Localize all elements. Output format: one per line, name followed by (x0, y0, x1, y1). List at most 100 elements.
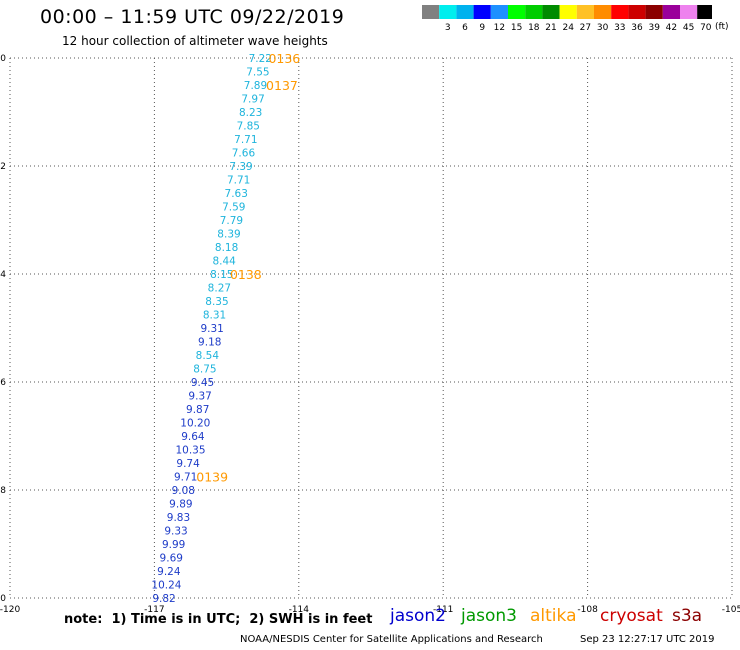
x-tick-label: -105 (722, 605, 740, 615)
legend-jason3: jason3 (461, 606, 517, 626)
color-scale-bin (697, 5, 712, 19)
wave-height-label: 9.99 (162, 539, 185, 551)
wave-height-label: 9.08 (172, 485, 195, 497)
color-scale-label: 18 (528, 23, 540, 33)
wave-height-label: 7.97 (241, 94, 264, 106)
color-scale-label: 21 (545, 23, 556, 33)
wave-height-label: 9.31 (200, 323, 223, 335)
x-tick-label: -111 (433, 605, 453, 615)
color-scale-bin (473, 5, 491, 19)
color-scale-label: 9 (479, 23, 485, 33)
color-scale-bin (542, 5, 560, 19)
wave-height-label: 10.20 (180, 418, 210, 430)
x-tick-label: -117 (144, 605, 164, 615)
legend-jason2: jason2 (390, 606, 446, 626)
wave-height-label: 7.59 (222, 202, 245, 214)
wave-height-label: 10.35 (175, 445, 205, 457)
color-scale-bin (611, 5, 629, 19)
x-tick-label: -114 (289, 605, 310, 615)
x-tick-label: -108 (577, 605, 598, 615)
wave-height-label: 7.71 (234, 134, 257, 146)
color-scale-bin (559, 5, 577, 19)
wave-height-label: 9.18 (198, 337, 221, 349)
footer-note: note: 1) Time is in UTC; 2) SWH is in fe… (64, 612, 373, 627)
wave-height-label: 9.45 (191, 377, 214, 389)
y-tick-label: 0 (0, 54, 6, 64)
color-scale-label: 45 (683, 23, 694, 33)
pass-time-label: 0136 (268, 51, 300, 66)
color-scale-bin (680, 5, 698, 19)
color-scale-bin (662, 5, 680, 19)
wave-height-label: 8.39 (217, 229, 240, 241)
color-scale-label: 15 (511, 23, 522, 33)
chart-title: 00:00 – 11:59 UTC 09/22/2019 (40, 6, 345, 28)
color-scale-bin (576, 5, 594, 19)
wave-height-label: 9.82 (152, 593, 175, 605)
wave-height-label: 7.63 (225, 188, 248, 200)
pass-time-label: 0137 (266, 78, 298, 93)
x-tick-label: -120 (0, 605, 20, 615)
color-scale-label: 24 (562, 23, 574, 33)
wave-height-label: 9.69 (160, 553, 183, 565)
wave-height-label: 7.71 (227, 175, 250, 187)
wave-height-label: 9.33 (164, 526, 187, 538)
color-scale: 3 6 9 12 15 18 21 24 27 30 33 36 39 42 45 70 (422, 5, 712, 33)
pass-time-label: 0138 (230, 267, 262, 282)
color-scale-bin (645, 5, 663, 19)
wave-height-label: 9.64 (181, 431, 205, 443)
wave-height-label: 9.37 (188, 391, 211, 403)
wave-height-label: 7.55 (246, 67, 269, 79)
color-scale-label: 33 (614, 23, 625, 33)
pass-time-label: 0139 (196, 470, 228, 485)
color-scale-bin (594, 5, 612, 19)
wave-height-label: 8.31 (203, 310, 226, 322)
color-scale-bin (422, 5, 440, 19)
wave-height-label: 8.27 (208, 283, 231, 295)
legend-cryosat: cryosat (600, 606, 663, 626)
color-scale-label: 27 (580, 23, 591, 33)
wave-height-label: 8.54 (196, 350, 220, 362)
wave-height-label: 9.89 (169, 499, 192, 511)
wave-height-label: 8.23 (239, 107, 262, 119)
wave-height-label: 7.85 (237, 121, 260, 133)
wave-height-label: 8.18 (215, 242, 238, 254)
wave-height-label: 7.39 (229, 161, 252, 173)
wave-height-label: 7.66 (232, 148, 256, 160)
color-scale-label: 39 (648, 23, 660, 33)
chart-subtitle: 12 hour collection of altimeter wave hei… (62, 34, 328, 48)
y-tick-label: -8 (0, 486, 6, 496)
color-scale-unit: (ft) (715, 22, 729, 32)
legend-s3a: s3a (672, 606, 703, 626)
wave-height-label: 8.35 (205, 296, 228, 308)
color-scale-label: 70 (700, 23, 712, 33)
wave-height-label: 8.15 (210, 269, 233, 281)
y-tick-label: -2 (0, 162, 6, 172)
legend-altika: altika (530, 606, 577, 626)
wave-height-label: 7.22 (249, 53, 272, 65)
color-scale-bin (525, 5, 543, 19)
wave-height-label: 9.74 (176, 458, 200, 470)
wave-height-label: 9.83 (167, 512, 190, 524)
color-scale-bin (456, 5, 474, 19)
wave-height-label: 8.75 (193, 364, 216, 376)
color-scale-label: 12 (494, 23, 505, 33)
y-tick-label: -4 (0, 270, 6, 280)
wave-height-label: 10.24 (151, 580, 181, 592)
y-tick-label: -10 (0, 594, 6, 604)
color-scale-label: 3 (445, 23, 451, 33)
generation-timestamp: Sep 23 12:27:17 UTC 2019 (580, 634, 715, 645)
wave-height-label: 9.24 (157, 566, 181, 578)
y-tick-label: -6 (0, 378, 6, 388)
wave-height-label: 8.44 (212, 256, 236, 268)
color-scale-label: 6 (462, 23, 468, 33)
color-scale-bin (490, 5, 508, 19)
color-scale-bin (628, 5, 646, 19)
color-scale-bin (508, 5, 526, 19)
color-scale-label: 42 (666, 23, 677, 33)
credit-text: NOAA/NESDIS Center for Satellite Applica… (240, 634, 543, 645)
color-scale-bin (439, 5, 457, 19)
wave-height-label: 7.79 (220, 215, 243, 227)
color-scale-label: 36 (631, 23, 643, 33)
wave-height-label: 9.87 (186, 404, 209, 416)
